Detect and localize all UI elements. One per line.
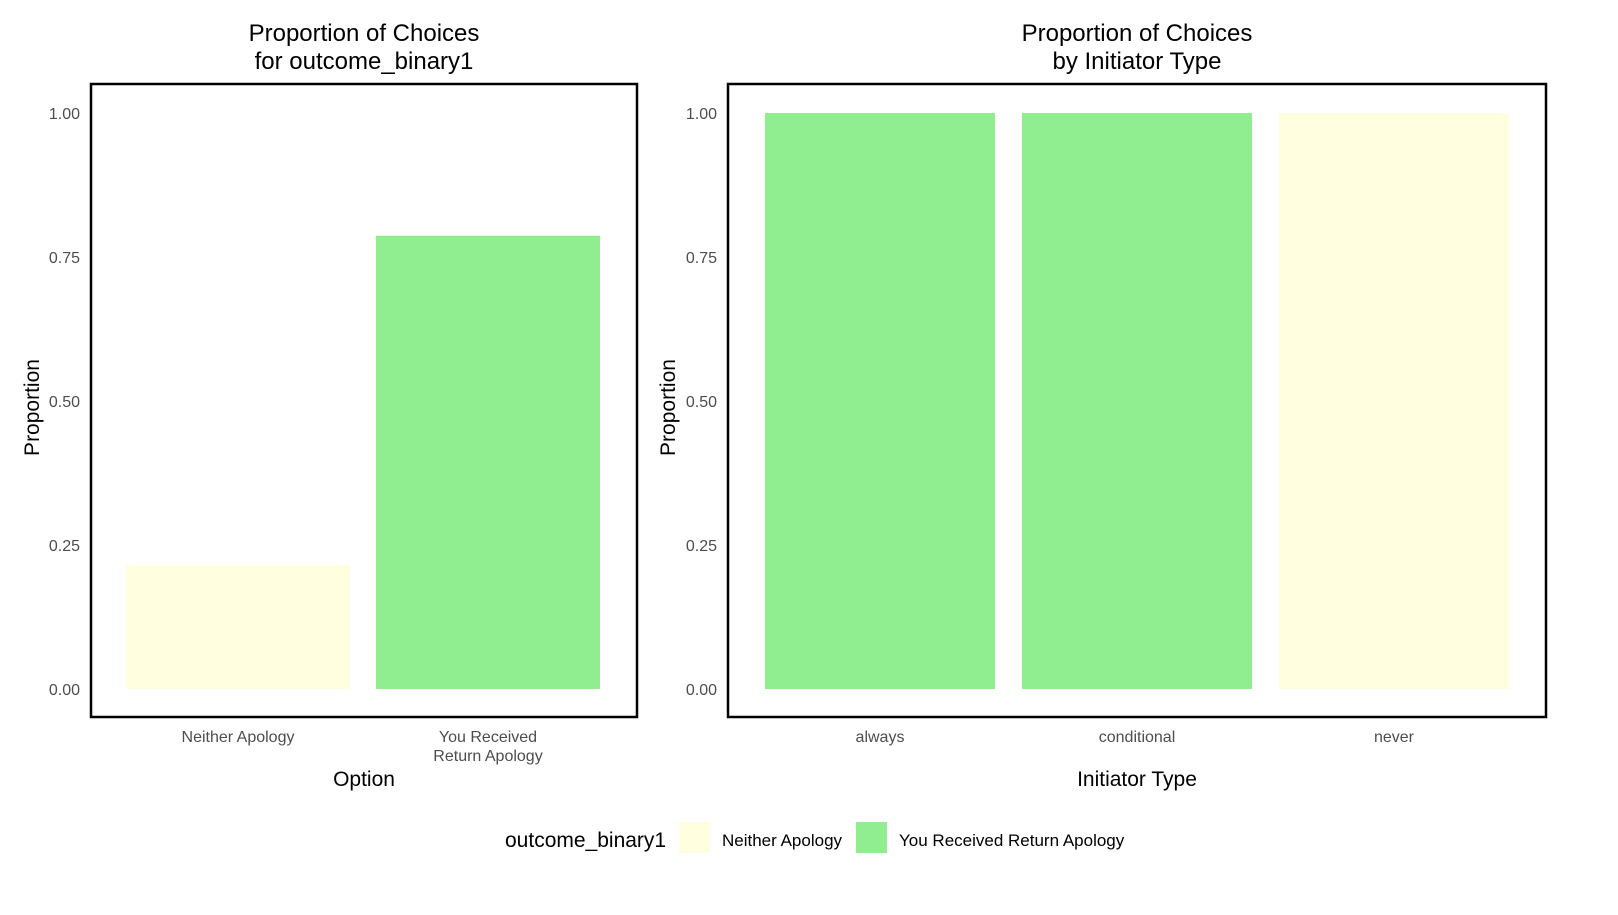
y-tick-label: 0.00 <box>686 682 717 699</box>
y-tick-label: 0.50 <box>686 394 717 411</box>
x-tick-label: never <box>1374 729 1415 746</box>
y-tick-label: 0.75 <box>686 250 717 267</box>
bar-neither-apology <box>126 565 350 689</box>
y-tick-label: 0.00 <box>49 682 80 699</box>
chart-panel-1: 0.00 0.25 0.50 0.75 1.00 Neither Apology You R… <box>21 20 639 791</box>
y-tick-label: 1.00 <box>686 106 717 123</box>
x-tick-label: Neither Apology <box>182 729 295 746</box>
legend-key <box>679 822 710 853</box>
legend-label: Neither Apology <box>722 831 843 850</box>
legend-title: outcome_binary1 <box>505 829 666 852</box>
bar-you-received-return-apology <box>376 235 600 690</box>
chart-title: Proportion of Choices by Initiator Type <box>1022 20 1253 75</box>
y-tick-label: 0.25 <box>49 538 80 555</box>
bar-conditional <box>1022 113 1252 689</box>
bar-always <box>765 113 995 689</box>
y-tick-label: 0.50 <box>49 394 80 411</box>
x-tick-label: conditional <box>1099 729 1176 746</box>
y-tick-label: 0.75 <box>49 250 80 267</box>
y-axis-title: Proportion <box>657 359 680 456</box>
panel-border <box>726 82 1548 719</box>
x-axis-title: Option <box>333 768 395 791</box>
y-tick-label: 0.25 <box>686 538 717 555</box>
chart-title: Proportion of Choices for outcome_binary1 <box>249 20 480 75</box>
panel-border <box>89 82 639 719</box>
legend-key <box>856 822 887 853</box>
x-tick-label: always <box>856 729 905 746</box>
legend: outcome_binary1 Neither Apology You Receiv… <box>505 822 1125 853</box>
y-tick-label: 1.00 <box>49 106 80 123</box>
x-axis-title: Initiator Type <box>1077 768 1197 791</box>
chart-panel-2: 0.00 0.25 0.50 0.75 1.00 always conditional nev… <box>657 20 1548 791</box>
y-axis-title: Proportion <box>21 359 44 456</box>
x-tick-label: You Received Return Apology <box>433 729 542 765</box>
legend-label: You Received Return Apology <box>899 831 1125 850</box>
bar-never <box>1279 113 1509 689</box>
